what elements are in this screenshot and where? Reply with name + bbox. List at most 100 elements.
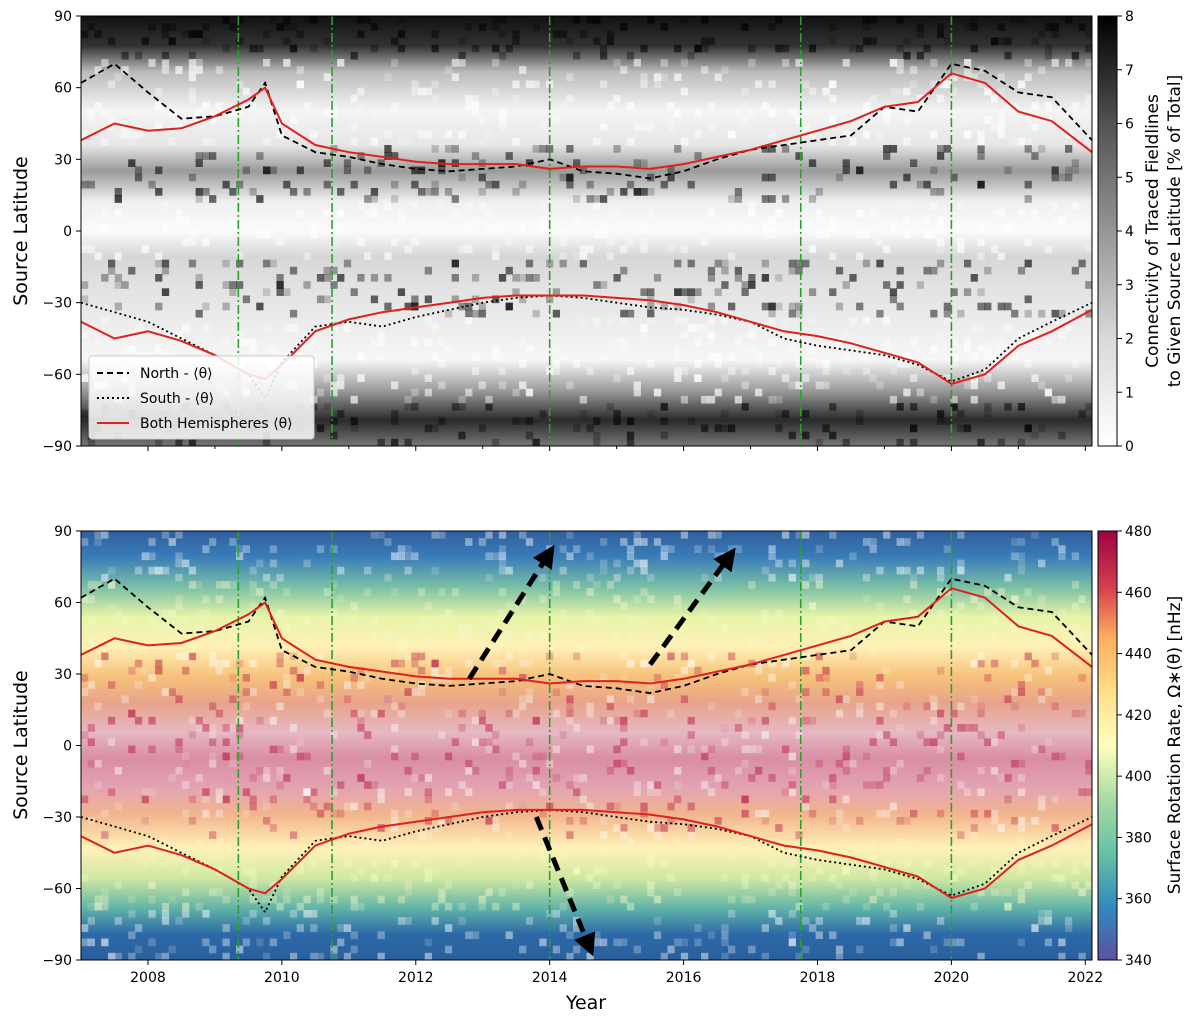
heatmap-cell bbox=[842, 331, 850, 339]
heatmap-cell bbox=[674, 595, 682, 603]
heatmap-cell bbox=[889, 59, 898, 67]
heatmap-cell bbox=[862, 538, 871, 546]
heatmap-cell bbox=[701, 609, 709, 618]
heatmap-cell bbox=[950, 938, 958, 947]
heatmap-cell bbox=[323, 374, 331, 382]
heatmap-cell bbox=[465, 302, 473, 311]
heatmap-cell bbox=[1031, 659, 1039, 668]
heatmap-cell bbox=[418, 666, 426, 675]
heatmap-cell bbox=[391, 752, 399, 761]
heatmap-cell bbox=[660, 681, 668, 689]
heatmap-cell bbox=[424, 795, 432, 804]
heatmap-cell bbox=[640, 188, 648, 196]
heatmap-cell bbox=[748, 59, 756, 67]
heatmap-cell bbox=[674, 374, 682, 382]
heatmap-cell bbox=[465, 759, 473, 768]
heatmap-cell bbox=[505, 602, 513, 611]
heatmap-cell bbox=[411, 338, 419, 347]
heatmap-cell bbox=[512, 752, 520, 761]
heatmap-cell bbox=[613, 417, 621, 425]
heatmap-cell bbox=[936, 809, 945, 818]
heatmap-cell bbox=[903, 881, 911, 889]
heatmap-cell bbox=[188, 716, 197, 725]
heatmap-cell bbox=[1051, 30, 1059, 38]
heatmap-cell bbox=[546, 259, 554, 268]
heatmap-cell bbox=[303, 909, 311, 918]
colorbar-tick-label: 1 bbox=[1125, 385, 1134, 401]
heatmap-cell bbox=[492, 745, 500, 754]
heatmap-cell bbox=[997, 123, 1005, 132]
y-tick-label: −90 bbox=[42, 439, 72, 455]
heatmap-cell bbox=[775, 16, 783, 24]
heatmap-cell bbox=[418, 87, 426, 96]
heatmap-cell bbox=[573, 867, 581, 875]
heatmap-cell bbox=[289, 309, 298, 318]
heatmap-cell bbox=[296, 209, 304, 218]
heatmap-cell bbox=[107, 581, 116, 589]
heatmap-cell bbox=[1044, 738, 1053, 746]
heatmap-cell bbox=[876, 674, 884, 682]
heatmap-cell bbox=[788, 302, 796, 311]
heatmap-cell bbox=[822, 666, 830, 675]
heatmap-cell bbox=[222, 795, 230, 804]
heatmap-cell bbox=[242, 702, 250, 711]
heatmap-cell bbox=[1004, 902, 1012, 911]
heatmap-cell bbox=[680, 952, 689, 960]
heatmap-cell bbox=[755, 845, 763, 854]
heatmap-cell bbox=[1011, 759, 1019, 768]
heatmap-cell bbox=[256, 152, 264, 160]
heatmap-cell bbox=[687, 659, 695, 668]
heatmap-cell bbox=[559, 545, 567, 553]
heatmap-cell bbox=[613, 802, 621, 811]
heatmap-cell bbox=[337, 374, 345, 382]
heatmap-cell bbox=[552, 588, 561, 596]
heatmap-cell bbox=[856, 631, 864, 639]
heatmap-cell bbox=[620, 188, 628, 196]
heatmap-cell bbox=[573, 645, 581, 654]
heatmap-cell bbox=[1024, 116, 1032, 124]
heatmap-cell bbox=[788, 766, 796, 775]
heatmap-cell bbox=[397, 895, 406, 904]
heatmap-cell bbox=[930, 345, 938, 354]
heatmap-cell bbox=[256, 766, 264, 775]
heatmap-cell bbox=[498, 609, 507, 618]
heatmap-cell bbox=[1017, 681, 1026, 689]
heatmap-cell bbox=[458, 623, 466, 632]
heatmap-cell bbox=[606, 809, 614, 818]
heatmap-cell bbox=[768, 302, 776, 311]
heatmap-cell bbox=[566, 381, 574, 390]
heatmap-cell bbox=[647, 781, 655, 789]
heatmap-cell bbox=[593, 616, 601, 625]
heatmap-cell bbox=[114, 766, 122, 775]
heatmap-cell bbox=[748, 209, 756, 218]
heatmap-cell bbox=[788, 309, 796, 318]
heatmap-cell bbox=[175, 595, 183, 603]
heatmap-cell bbox=[768, 573, 776, 582]
heatmap-cell bbox=[498, 545, 507, 553]
heatmap-cell bbox=[620, 674, 628, 682]
heatmap-cell bbox=[94, 902, 102, 911]
heatmap-cell bbox=[249, 838, 257, 847]
heatmap-cell bbox=[1071, 867, 1080, 875]
heatmap-cell bbox=[222, 338, 230, 347]
heatmap-cell bbox=[519, 945, 527, 954]
heatmap-cell bbox=[586, 195, 594, 203]
heatmap-cell bbox=[357, 152, 365, 160]
heatmap-cell bbox=[943, 302, 951, 311]
heatmap-cell bbox=[350, 602, 358, 611]
heatmap-cell bbox=[444, 130, 453, 139]
heatmap-cell bbox=[316, 545, 325, 553]
heatmap-cell bbox=[465, 102, 473, 110]
heatmap-cell bbox=[775, 881, 783, 889]
heatmap-cell bbox=[1004, 223, 1012, 232]
heatmap-cell bbox=[997, 438, 1005, 446]
heatmap-cell bbox=[586, 367, 594, 375]
heatmap-cell bbox=[755, 659, 763, 668]
heatmap-cell bbox=[822, 623, 830, 632]
heatmap-cell bbox=[923, 216, 931, 225]
heatmap-cell bbox=[1065, 173, 1073, 182]
heatmap-cell bbox=[128, 137, 136, 146]
heatmap-cell bbox=[701, 37, 709, 46]
heatmap-cell bbox=[647, 410, 655, 418]
